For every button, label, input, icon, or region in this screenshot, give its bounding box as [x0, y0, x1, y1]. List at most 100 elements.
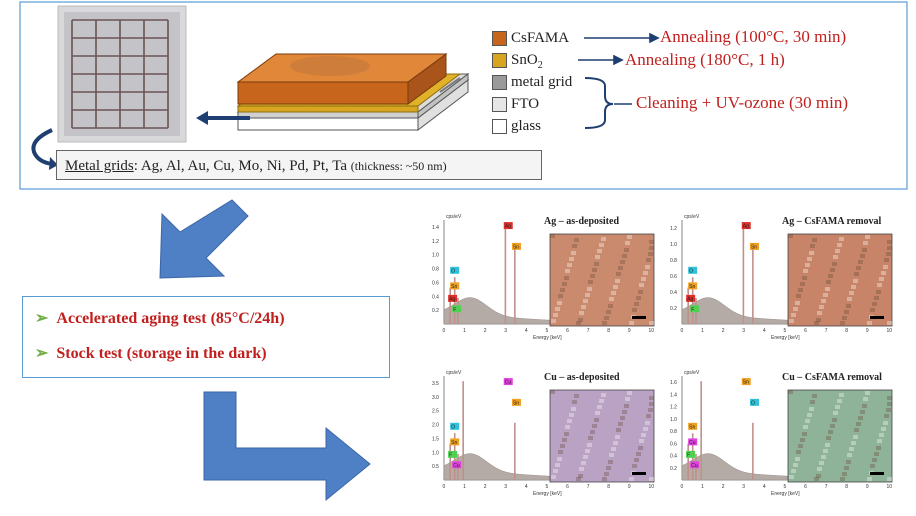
map-grain [557, 457, 562, 461]
peak-tag: Sn [689, 424, 695, 430]
peak-tag-box [503, 378, 513, 386]
map-grain [590, 274, 595, 278]
panel-title: Ag – as-deposited [544, 216, 619, 227]
y-tick-label: 0.4 [670, 454, 677, 460]
map-grain [853, 279, 858, 283]
map-grain [643, 271, 648, 275]
eds-panel: cps/eV 0 1 2 3 4 5 6 7 8 9 10 Energy [keV] 0.2 0.4 0.6 0… [670, 214, 893, 341]
map-grain [551, 319, 556, 323]
map-grain [620, 416, 625, 420]
y-tick-label: 1.2 [670, 405, 677, 411]
peak-tag: Ag [449, 296, 455, 302]
peak-tag-box [686, 450, 696, 458]
map-grain [609, 297, 614, 301]
map-grain [581, 461, 586, 465]
map-grain [572, 244, 577, 248]
map-grain [611, 447, 616, 451]
y-tick-label: 0.4 [670, 290, 677, 296]
x-tick-label: 4 [525, 328, 528, 334]
map-grain [608, 304, 613, 308]
x-tick-label: 8 [845, 328, 848, 334]
legend-sub: 2 [537, 60, 543, 71]
map-grain [877, 439, 882, 443]
y-tick-label: 1.6 [670, 380, 677, 386]
x-tick-label: 9 [866, 328, 869, 334]
map-grain [592, 268, 597, 272]
map-grain [572, 400, 577, 404]
map-grain [553, 469, 558, 473]
map-grain [846, 304, 851, 308]
legend-label: glass [511, 118, 541, 134]
metal-grids-label: Metal grids [65, 158, 134, 174]
map-grain [627, 391, 632, 395]
peak-tag-box [448, 294, 458, 302]
map-grain [854, 428, 859, 432]
x-tick-label: 9 [628, 484, 631, 490]
x-tick-label: 10 [649, 484, 655, 490]
map-grain [862, 404, 867, 408]
map-grain [842, 316, 847, 320]
map-grain [553, 313, 558, 317]
y-tick-label: 0.2 [670, 306, 677, 312]
map-grain [844, 466, 849, 470]
scale-bar [632, 472, 646, 475]
map-grain [810, 244, 815, 248]
x-tick-label: 2 [722, 484, 725, 490]
map-grain [807, 413, 812, 417]
peak-tag: Sn [451, 284, 457, 290]
map-grain [588, 280, 593, 284]
map-grain [826, 280, 831, 284]
x-tick-label: 3 [504, 484, 507, 490]
x-tick-label: 0 [443, 328, 446, 334]
swatch-icon [492, 75, 507, 91]
map-grain [625, 241, 630, 245]
map-grain [562, 282, 567, 286]
map-grain [863, 241, 868, 245]
map-grain [839, 237, 844, 241]
map-grain [613, 441, 618, 445]
map-grain [833, 255, 838, 259]
map-grain [887, 396, 892, 400]
map-grain [802, 432, 807, 436]
peak-tag-box [503, 222, 513, 230]
element-map [787, 389, 893, 483]
map-grain [615, 279, 620, 283]
map-grain [865, 235, 870, 239]
map-grain [816, 474, 821, 478]
x-tick-label: 3 [504, 328, 507, 334]
map-grain [812, 394, 817, 398]
map-grain [599, 243, 604, 247]
swatch-icon [492, 97, 507, 113]
x-tick-label: 5 [784, 328, 787, 334]
map-grain [648, 408, 653, 412]
map-grain [870, 464, 875, 468]
map-grain [560, 288, 565, 292]
stock-test-label: Stock test (storage in the dark) [56, 345, 267, 362]
map-grain [624, 248, 629, 252]
y-tick-label: 0.6 [432, 280, 439, 286]
scale-bar [870, 316, 884, 319]
metal-grids-list: : Ag, Al, Au, Cu, Mo, Ni, Pd, Pt, Ta [133, 158, 348, 174]
legend-label: FTO [511, 96, 540, 112]
map-grain [574, 394, 579, 398]
map-grain [791, 313, 796, 317]
y-tick-label: 0.6 [670, 274, 677, 280]
x-tick-label: 1 [701, 328, 704, 334]
y-unit: cps/eV [684, 214, 700, 220]
x-tick-label: 8 [607, 484, 610, 490]
map-grain [587, 287, 592, 291]
map-grain [550, 390, 555, 394]
map-grain [634, 458, 639, 462]
map-grain [807, 257, 812, 261]
map-grain [565, 269, 570, 273]
map-grain [856, 422, 861, 426]
map-grain [812, 238, 817, 242]
map-grain [632, 308, 637, 312]
peak-tag: O [689, 268, 693, 274]
curved-arrow-icon [31, 128, 53, 166]
map-grain [629, 321, 634, 325]
map-grain [629, 477, 634, 481]
map-grain [847, 453, 852, 457]
map-grain [881, 427, 886, 431]
